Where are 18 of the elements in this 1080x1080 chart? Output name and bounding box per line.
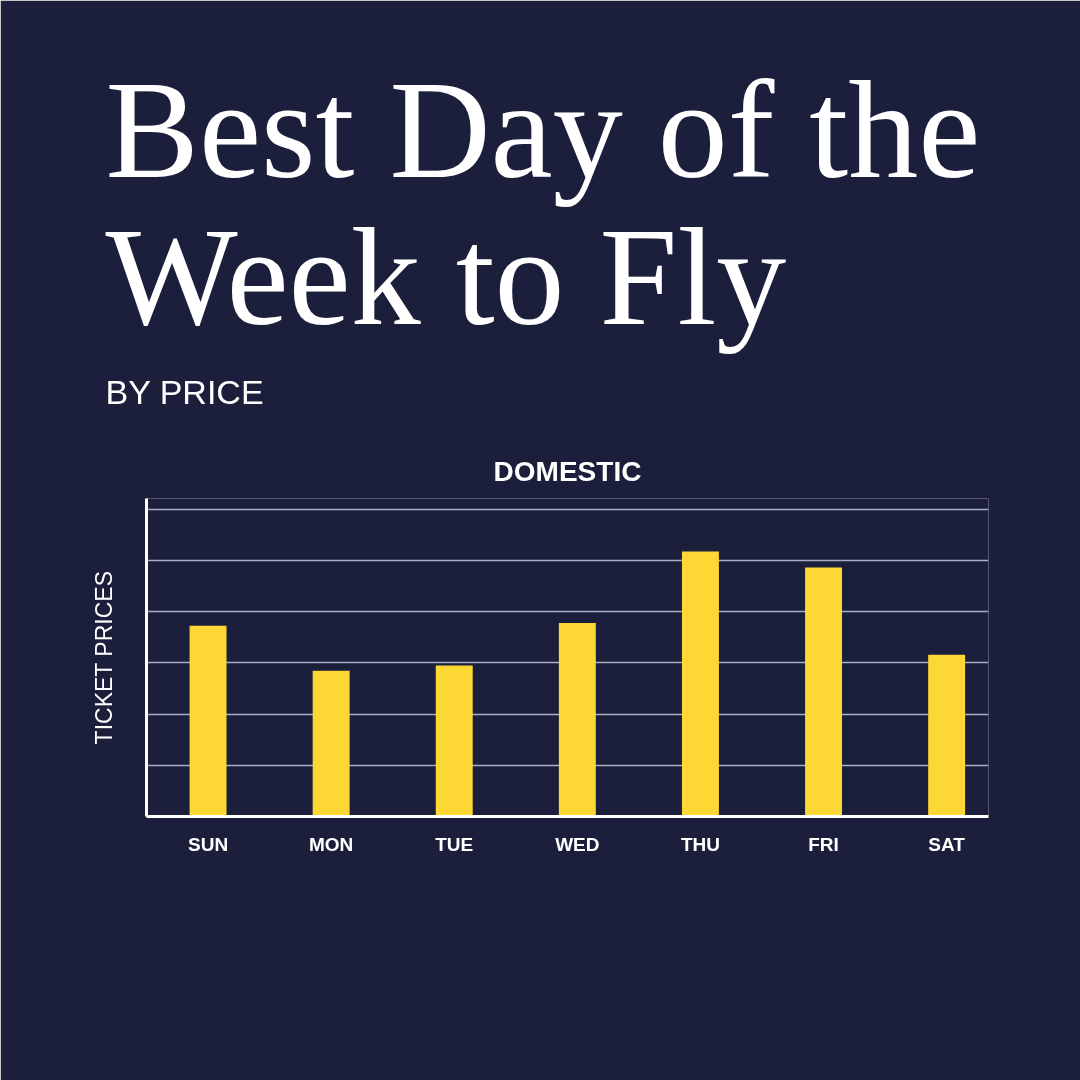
x-tick-label: TUE [435,833,474,855]
bar [189,625,227,817]
x-tick-label: WED [555,833,600,855]
bar [681,551,719,817]
chart-title: Best Day of the Week to Fly [105,51,981,354]
bar [558,623,596,817]
x-tick-label: SAT [928,833,966,855]
x-tick-label: FRI [808,833,839,855]
x-tick-label: MON [308,833,354,855]
bar [805,567,843,817]
bar [435,665,473,817]
x-tick-label: THU [680,833,720,855]
y-axis-title: TICKET PRICES [90,571,117,745]
bar [312,670,350,817]
x-tick-label: SUN [187,833,229,855]
bar [928,654,966,817]
text: DOMESTIC [493,456,642,487]
chart-subtitle: BY PRICE [105,372,264,411]
